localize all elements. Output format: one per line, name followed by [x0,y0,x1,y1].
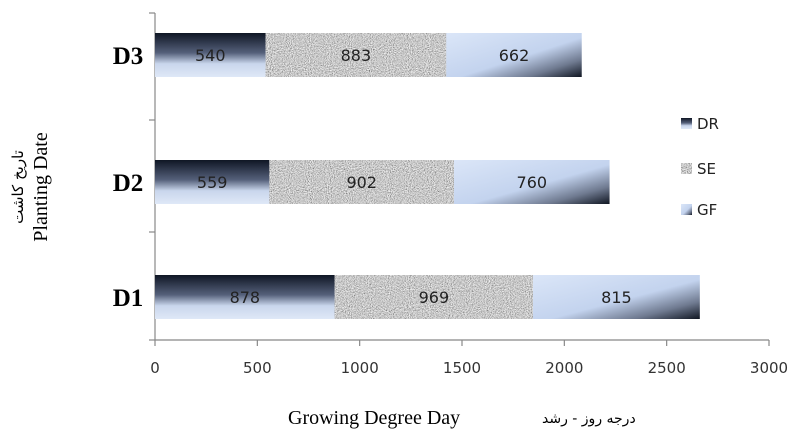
x-axis-label-persian: درجه روز - رشد [542,411,636,427]
legend-swatch-SE-texture [681,163,692,174]
y-axis-label: Planting Date [30,132,52,242]
x-tick-label-2500: 2500 [648,359,686,377]
y-axis-label-persian: تاریخ کاشت [9,150,27,224]
legend-label-SE: SE [697,160,716,178]
category-label-D2: D2 [113,170,144,197]
bar-D2-DR [155,160,270,204]
data-label-D3-SE: 883 [341,46,372,65]
category-label-D3: D3 [113,43,144,70]
bar-D2-SE-texture [269,160,455,204]
data-label-D1-DR: 878 [230,288,261,307]
bars [155,33,700,319]
data-label-D2-DR: 559 [197,173,228,192]
category-label-D1: D1 [113,285,144,312]
data-label-D1-SE: 969 [419,288,450,307]
legend-swatch-DR [681,118,692,129]
bar-D1-DR [155,275,335,319]
data-label-D1-GF: 815 [601,288,632,307]
x-tick-label-2000: 2000 [545,359,583,377]
x-tick-label-1000: 1000 [341,359,379,377]
bar-D1-SE-texture [334,275,534,319]
bar-D3-SE-texture [265,33,447,77]
data-labels: 540 883 662 559 902 760 878 969 815 [195,46,632,307]
legend-label-GF: GF [697,201,717,219]
x-tick-label-3000: 3000 [750,359,788,377]
data-label-D3-DR: 540 [195,46,226,65]
bar-D2-GF [454,160,610,204]
data-label-D2-SE: 902 [346,173,377,192]
legend: DR SE GF [681,115,719,219]
bar-D3-DR [155,33,266,77]
data-label-D3-GF: 662 [499,46,530,65]
x-tick-label-1500: 1500 [443,359,481,377]
bar-D3-GF [446,33,582,77]
data-label-D2-GF: 760 [517,173,548,192]
legend-label-DR: DR [697,115,719,133]
x-tick-label-0: 0 [150,359,160,377]
bar-D1-GF [533,275,700,319]
legend-swatch-GF [681,204,692,215]
x-axis-label: Growing Degree Day [288,407,460,429]
x-tick-label-500: 500 [243,359,272,377]
axes: 0 500 1000 1500 2000 2500 3000 D3 D2 D1 [113,12,788,377]
